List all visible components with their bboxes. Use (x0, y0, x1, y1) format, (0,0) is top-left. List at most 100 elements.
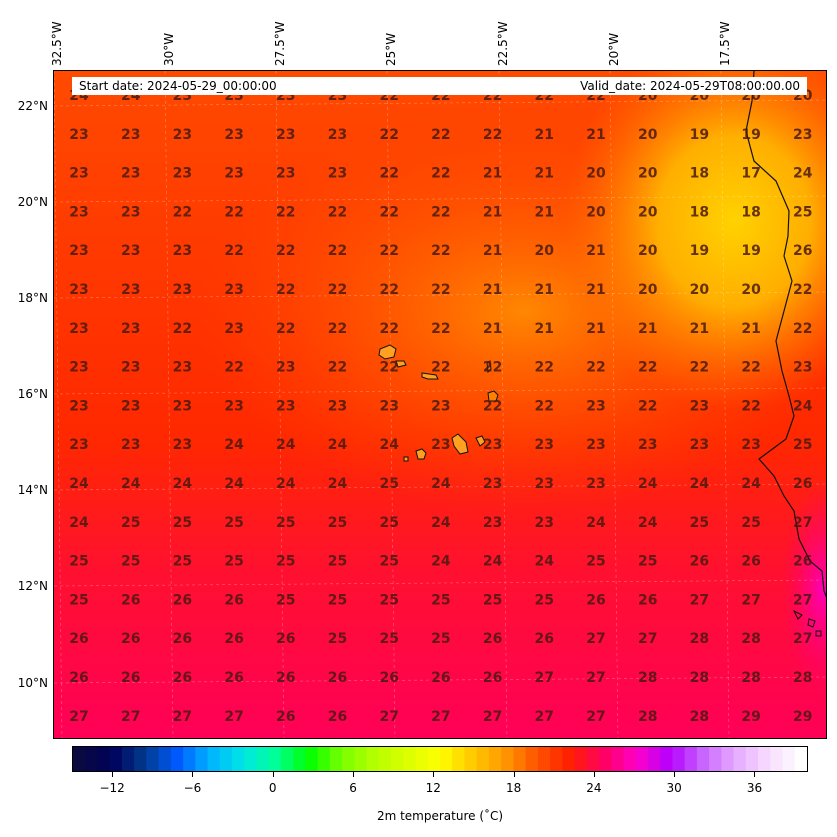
temperature-value: 25 (224, 554, 243, 570)
colorbar-segment (525, 747, 539, 771)
colorbar-segment (170, 747, 184, 771)
temperature-value: 25 (173, 515, 192, 531)
temperature-value: 28 (690, 670, 709, 686)
temperature-value: 20 (586, 166, 606, 182)
temperature-value: 24 (535, 554, 555, 570)
temperature-value: 24 (638, 515, 658, 531)
temperature-value: 22 (173, 321, 192, 337)
temperature-value: 27 (431, 709, 450, 725)
colorbar-segment (440, 747, 453, 771)
colorbar-segment (256, 747, 270, 771)
coastal-islands-bissagos (792, 609, 822, 637)
temperature-value: 22 (379, 243, 398, 259)
colorbar-segment (329, 747, 343, 771)
temperature-value: 22 (224, 360, 243, 376)
temperature-value: 20 (586, 204, 606, 220)
colorbar-segment (207, 747, 221, 771)
temperature-value: 23 (173, 282, 192, 298)
temperature-value: 24 (121, 476, 141, 492)
temperature-value: 22 (483, 398, 502, 414)
temperature-value: 23 (276, 166, 295, 182)
colorbar-segment (195, 747, 209, 771)
temperature-value: 27 (535, 709, 554, 725)
temperature-value: 25 (121, 554, 140, 570)
temperature-value: 21 (483, 166, 502, 182)
colorbar-segment (562, 747, 576, 771)
temperature-value: 27 (793, 592, 812, 608)
temperature-value: 27 (690, 592, 709, 608)
temperature-value: 22 (431, 360, 450, 376)
temperature-value: 26 (276, 709, 295, 725)
temperature-value: 26 (690, 554, 709, 570)
lat-label-14n: 14°N (17, 483, 48, 497)
temperature-value: 23 (173, 360, 192, 376)
temperature-value: 22 (690, 360, 709, 376)
temperature-value: 23 (121, 127, 140, 143)
temperature-value: 25 (535, 592, 554, 608)
colorbar-segment (391, 747, 404, 771)
colorbar-segment (97, 747, 111, 771)
colorbar-segment (280, 747, 294, 771)
temperature-value: 23 (224, 282, 243, 298)
temperature-value: 23 (121, 360, 140, 376)
colorbar-segment (721, 747, 735, 771)
temperature-value: 26 (793, 476, 812, 492)
temperature-value: 23 (328, 398, 347, 414)
colorbar-segment (305, 747, 319, 771)
temperature-value: 25 (121, 515, 140, 531)
temperature-value: 23 (69, 321, 88, 337)
temperature-value: 25 (379, 476, 398, 492)
temperature-value: 25 (328, 515, 347, 531)
colorbar-segment (770, 747, 784, 771)
temperature-value: 25 (483, 592, 502, 608)
temperature-value: 28 (638, 670, 657, 686)
lon-label-22-5w: 22.5°W (496, 21, 510, 66)
temperature-value: 21 (483, 243, 502, 259)
colorbar-segment (317, 747, 331, 771)
temperature-value: 23 (224, 166, 243, 182)
temperature-value: 22 (224, 243, 243, 259)
island-maio (475, 435, 486, 447)
colorbar-segment (268, 747, 282, 771)
temperature-value: 21 (741, 321, 760, 337)
colorbar-segment (342, 747, 355, 771)
temperature-value: 23 (69, 204, 88, 220)
temperature-value: 24 (69, 515, 89, 531)
temperature-value: 21 (535, 204, 554, 220)
temperature-value: 24 (379, 437, 399, 453)
temperature-value: 22 (379, 127, 398, 143)
temperature-value: 22 (328, 204, 347, 220)
temperature-value: 21 (483, 321, 502, 337)
temperature-value: 26 (173, 631, 192, 647)
colorbar-segment (758, 747, 771, 771)
temperature-value: 21 (535, 282, 554, 298)
temperature-value: 21 (535, 321, 554, 337)
temperature-value: 27 (535, 670, 554, 686)
temperature-value: 22 (276, 282, 295, 298)
colorbar-tick-label: 30 (666, 781, 682, 795)
temperature-value: 24 (638, 476, 658, 492)
temperature-value: 26 (586, 592, 605, 608)
colorbar-segment (403, 747, 417, 771)
temperature-value: 25 (276, 554, 295, 570)
temperature-value: 24 (431, 476, 451, 492)
temperature-value: 27 (638, 631, 657, 647)
colorbar-segment (599, 747, 612, 771)
temperature-value: 21 (638, 321, 657, 337)
temperature-value: 23 (535, 476, 554, 492)
temperature-value: 25 (793, 204, 812, 220)
temperature-value-grid: 24 24 23 23 23 23 22 22 22 22 22 20 20 20 20 23 23 23 23 23… (69, 88, 813, 725)
colorbar-segment (378, 747, 392, 771)
temperature-value: 24 (276, 476, 296, 492)
temperature-value: 24 (224, 476, 244, 492)
temperature-value: 26 (173, 670, 192, 686)
temperature-value: 20 (535, 243, 555, 259)
colorbar-tick-mark (353, 772, 355, 777)
colorbar-tick-label: 24 (586, 781, 602, 795)
colorbar-segment (574, 747, 588, 771)
colorbar-tick-mark (593, 772, 595, 777)
temperature-value: 23 (328, 166, 347, 182)
colorbar-segment (709, 747, 722, 771)
temperature-value: 18 (690, 166, 709, 182)
colorbar-segment (219, 747, 233, 771)
